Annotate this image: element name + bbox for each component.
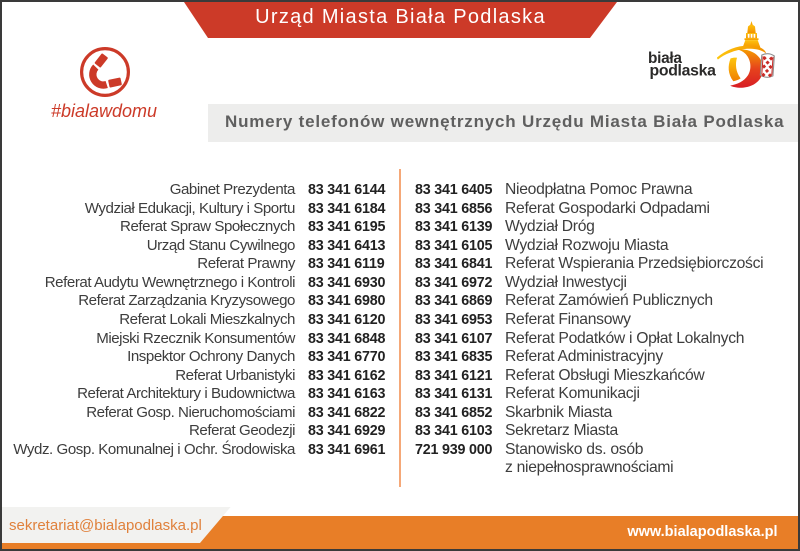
svg-text:podlaska: podlaska [650, 62, 717, 79]
svg-text:biała: biała [648, 50, 682, 67]
